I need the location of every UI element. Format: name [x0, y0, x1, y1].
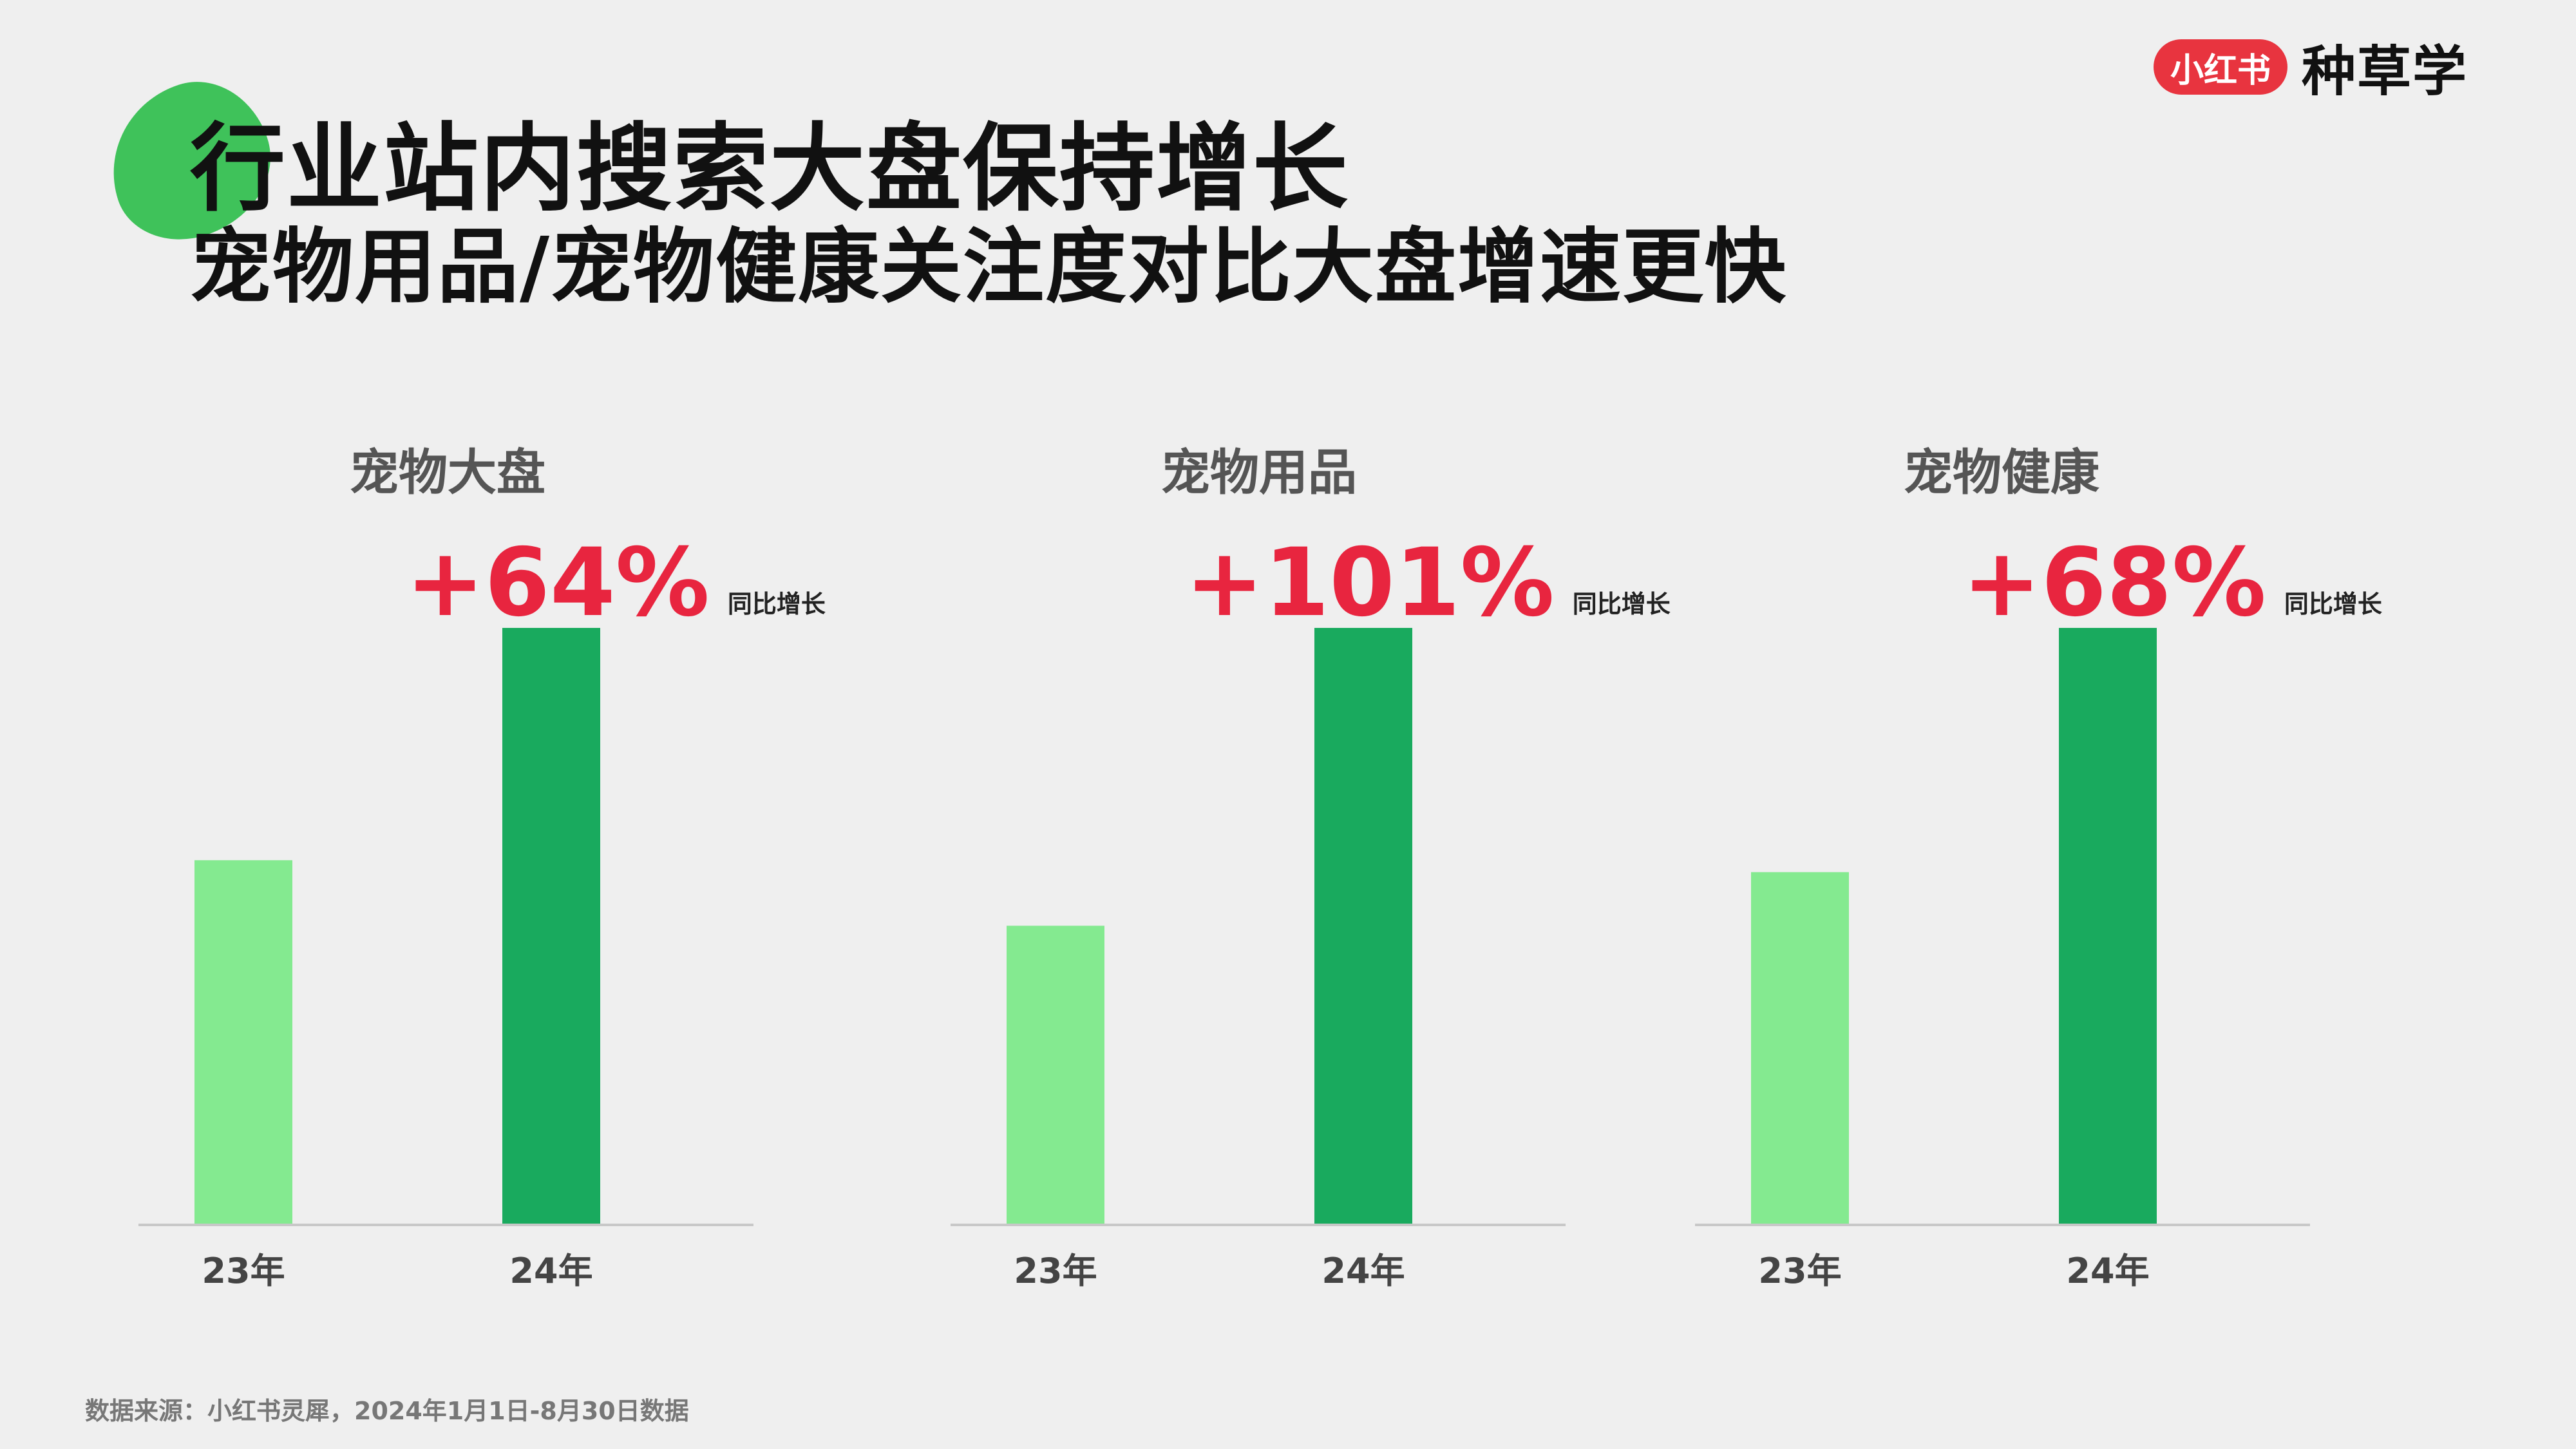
bar-24年 — [502, 628, 600, 1224]
brand-badge: 小红书 — [2153, 39, 2287, 95]
growth-percent: +68% — [1962, 528, 2266, 638]
bar-24年 — [1314, 628, 1412, 1224]
chart-title: 宠物健康 — [1904, 444, 2099, 501]
growth-percent: +64% — [406, 528, 710, 638]
x-tick-label: 23年 — [1014, 1251, 1097, 1291]
bar-23年 — [1007, 925, 1104, 1224]
growth-caption: 同比增长 — [2284, 590, 2382, 618]
x-tick-label: 23年 — [202, 1251, 285, 1291]
x-tick-label: 24年 — [2066, 1251, 2149, 1291]
growth-caption: 同比增长 — [728, 590, 826, 618]
x-tick-label: 24年 — [509, 1251, 592, 1291]
brand-logo: 小红书 种草学 — [2153, 37, 2468, 103]
data-source-note: 数据来源：小红书灵犀，2024年1月1日-8月30日数据 — [85, 1397, 689, 1425]
chart-title: 宠物大盘 — [350, 444, 545, 501]
x-tick-label: 23年 — [1758, 1251, 1841, 1291]
x-tick-label: 24年 — [1321, 1251, 1405, 1291]
brand-name: 种草学 — [2301, 39, 2468, 103]
chart-title: 宠物用品 — [1161, 444, 1357, 501]
bar-23年 — [194, 860, 292, 1224]
bar-24年 — [2059, 628, 2157, 1224]
page-title: 行业站内搜索大盘保持增长 — [190, 113, 1349, 224]
growth-percent: +101% — [1185, 528, 1554, 638]
bar-23年 — [1751, 872, 1849, 1224]
page-subtitle: 宠物用品/宠物健康关注度对比大盘增速更快 — [190, 220, 1788, 314]
growth-caption: 同比增长 — [1573, 590, 1671, 618]
